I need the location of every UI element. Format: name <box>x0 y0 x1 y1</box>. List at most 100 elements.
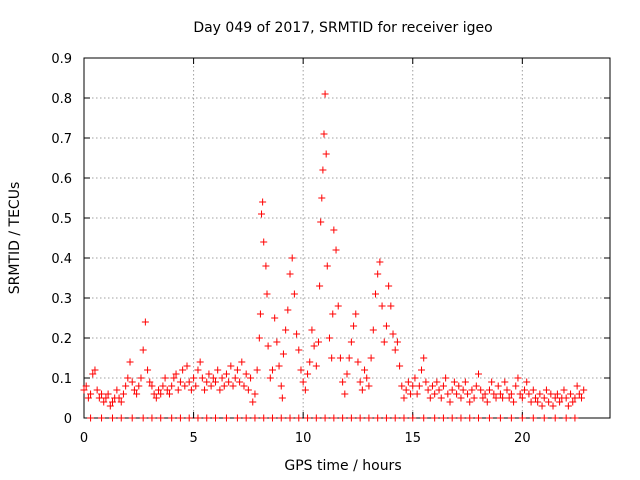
data-point <box>249 398 257 406</box>
data-point <box>428 382 436 390</box>
data-point <box>286 270 294 278</box>
data-point <box>124 374 132 382</box>
data-point <box>133 390 141 398</box>
data-point <box>341 390 349 398</box>
axis-ticks: 0 0.1 0.2 0.3 0.4 0.5 0.6 0.7 0.8 0.9 0 5 10 15 20 <box>51 52 610 446</box>
data-point <box>396 362 404 370</box>
data-point <box>203 414 211 422</box>
data-point <box>459 386 467 394</box>
y-tick-label: 0.1 <box>51 372 72 387</box>
data-point <box>442 374 450 382</box>
data-point <box>435 386 443 394</box>
data-point <box>179 366 187 374</box>
data-point <box>144 366 152 374</box>
data-point <box>293 330 301 338</box>
data-point <box>488 378 496 386</box>
data-point <box>319 166 327 174</box>
data-point <box>529 386 537 394</box>
data-point <box>562 394 570 402</box>
data-point <box>320 130 328 138</box>
data-point <box>297 366 305 374</box>
data-point <box>475 370 482 378</box>
data-point <box>529 414 537 422</box>
data-point <box>477 386 485 394</box>
data-point <box>299 378 307 386</box>
data-point <box>457 414 465 422</box>
data-point <box>315 338 323 346</box>
data-point <box>192 382 200 390</box>
data-point <box>485 414 493 422</box>
data-point <box>439 414 447 422</box>
x-tick-label: 5 <box>189 431 197 446</box>
data-point <box>310 342 318 350</box>
data-point <box>339 378 347 386</box>
data-point <box>185 378 193 386</box>
data-point <box>444 390 452 398</box>
data-point <box>361 366 369 374</box>
data-point <box>288 254 296 262</box>
data-point <box>551 394 559 402</box>
data-point <box>398 382 406 390</box>
data-point <box>196 358 204 366</box>
data-point <box>415 382 423 390</box>
data-point <box>545 398 553 406</box>
data-point <box>304 370 312 378</box>
data-point <box>571 414 579 422</box>
data-point <box>439 382 447 390</box>
data-point <box>553 390 561 398</box>
data-point <box>157 414 165 422</box>
data-point <box>407 390 415 398</box>
y-tick-label: 0.2 <box>51 332 72 347</box>
data-point <box>273 338 281 346</box>
data-point <box>321 90 329 98</box>
data-point <box>207 382 215 390</box>
data-point <box>198 374 206 382</box>
data-point <box>343 370 351 378</box>
data-point <box>503 386 511 394</box>
data-point <box>578 394 586 402</box>
data-point <box>117 398 125 406</box>
data-point <box>256 310 264 318</box>
data-point <box>84 394 92 402</box>
data-point <box>492 394 500 402</box>
data-point <box>260 238 268 246</box>
data-point <box>229 382 237 390</box>
data-point <box>113 386 121 394</box>
data-point <box>542 386 550 394</box>
data-point <box>374 270 382 278</box>
data-point <box>317 218 325 226</box>
data-point <box>301 386 309 394</box>
data-point <box>356 414 364 422</box>
data-point <box>334 302 342 310</box>
data-point <box>117 414 125 422</box>
data-point <box>479 394 487 402</box>
data-point <box>214 366 222 374</box>
data-point <box>347 414 355 422</box>
x-tick-label: 15 <box>404 431 421 446</box>
data-point <box>183 362 191 370</box>
data-point <box>165 390 173 398</box>
data-point <box>527 398 535 406</box>
data-point <box>161 374 169 382</box>
data-point <box>168 382 176 390</box>
data-point <box>540 414 548 422</box>
data-point <box>571 394 579 402</box>
data-point <box>413 390 421 398</box>
data-point <box>328 354 336 362</box>
data-point <box>466 398 474 406</box>
data-point <box>551 414 559 422</box>
data-point <box>233 414 241 422</box>
data-point <box>242 370 250 378</box>
data-point <box>277 414 285 422</box>
data-point <box>190 374 198 382</box>
data-point <box>560 386 568 394</box>
data-point <box>420 414 428 422</box>
data-point <box>352 310 360 318</box>
y-tick-label: 0.3 <box>51 292 72 307</box>
data-point <box>363 374 371 382</box>
data-point <box>564 402 572 410</box>
data-point <box>157 390 165 398</box>
data-point <box>209 374 217 382</box>
data-point <box>282 326 290 334</box>
data-point <box>404 378 412 386</box>
